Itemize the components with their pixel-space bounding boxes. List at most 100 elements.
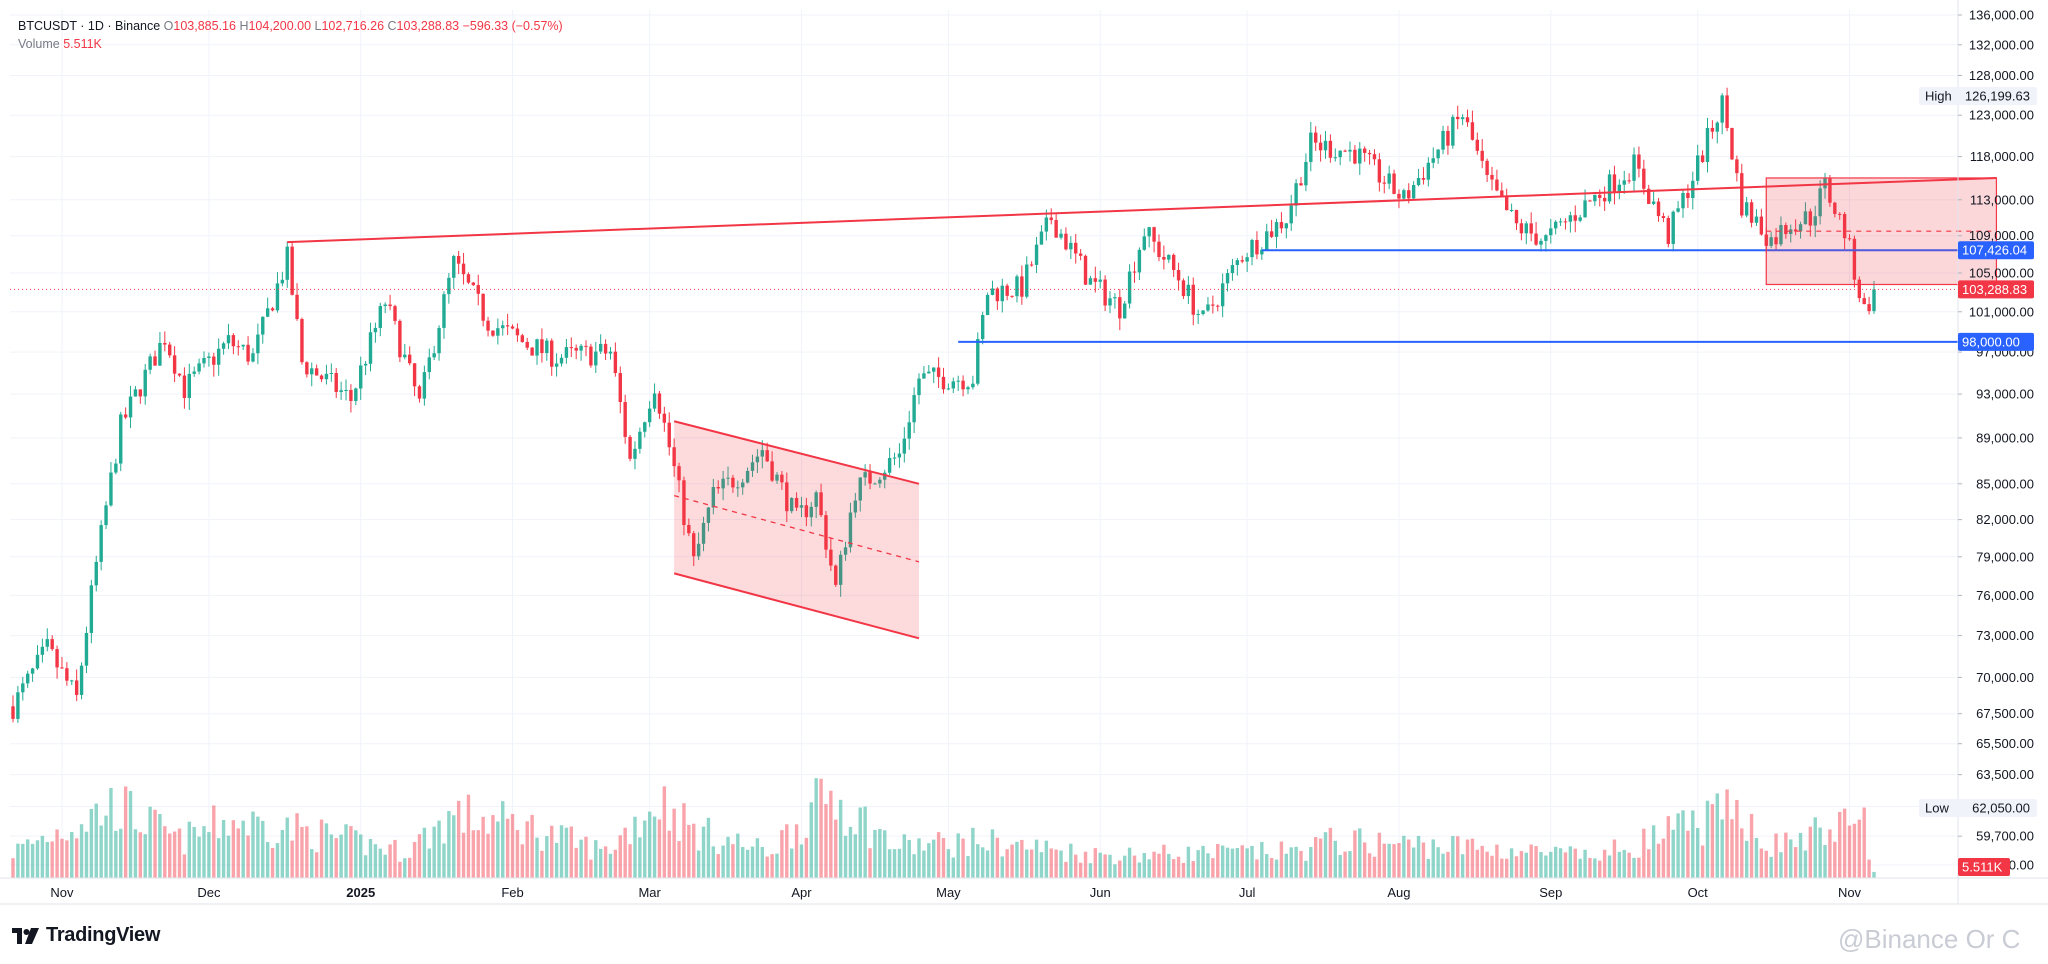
volume-bar — [1573, 848, 1577, 878]
candle — [427, 348, 431, 380]
volume-bar — [246, 835, 250, 878]
candle — [780, 470, 784, 490]
volume-bar — [1039, 852, 1044, 878]
candle-body — [437, 327, 441, 354]
channel-upper-line — [673, 420, 920, 485]
volume-bar — [1225, 847, 1230, 878]
volume-bar — [1847, 825, 1852, 878]
candle — [731, 474, 735, 493]
volume-bar — [1323, 832, 1328, 878]
candle-body — [628, 436, 632, 459]
candle-body — [711, 487, 716, 508]
volume-bar — [608, 853, 613, 878]
candle — [329, 363, 334, 382]
volume-bar — [1568, 846, 1573, 878]
candle-body — [598, 343, 603, 352]
volume-bar — [192, 826, 196, 878]
candle — [344, 379, 348, 401]
candle — [30, 667, 35, 682]
candle-body — [1069, 242, 1073, 250]
candle — [417, 384, 422, 403]
volume-bar — [427, 848, 431, 878]
candle — [452, 254, 456, 289]
candle — [1691, 171, 1695, 210]
candle-body — [1392, 173, 1396, 194]
legend-volume-label[interactable]: Volume — [18, 37, 60, 51]
candle — [501, 320, 505, 336]
candle-body — [1397, 193, 1401, 199]
candle-body — [486, 320, 490, 331]
volume-bar — [1637, 857, 1641, 878]
candle-body — [1049, 217, 1053, 221]
volume-bar — [123, 786, 128, 878]
candle — [1421, 167, 1426, 185]
high-marker: High 126,199.63 — [1919, 87, 2037, 105]
candle — [1196, 309, 1200, 325]
time-tick-label: Sep — [1539, 885, 1562, 900]
volume-bar — [314, 852, 319, 878]
candle — [1686, 184, 1690, 208]
price-tag-label: 5.511K — [1962, 860, 2003, 875]
volume-bar — [344, 824, 348, 878]
candle — [1069, 236, 1073, 260]
volume-bar — [1299, 850, 1303, 878]
candle — [94, 555, 98, 592]
volume-bar — [1181, 862, 1186, 878]
candle — [1167, 254, 1171, 263]
candle-body — [535, 339, 539, 356]
candle-body — [1039, 231, 1044, 245]
candle — [579, 343, 583, 361]
candle-body — [1201, 310, 1205, 314]
candle — [1289, 194, 1293, 231]
volume-bar — [1186, 846, 1191, 878]
volume-bar — [158, 814, 162, 878]
tradingview-logo[interactable]: TradingView — [12, 924, 160, 947]
candle-body — [843, 547, 848, 555]
volume-bar — [1593, 858, 1597, 878]
volume-bar — [1083, 851, 1088, 878]
candle-body — [1808, 211, 1813, 226]
candle — [1108, 291, 1112, 314]
candle-body — [1710, 127, 1715, 132]
candle-body — [927, 371, 931, 374]
candle-body — [1265, 231, 1269, 250]
volume-bar — [1074, 854, 1078, 878]
candle — [1049, 208, 1053, 225]
volume-bar — [633, 816, 637, 878]
candle — [1147, 226, 1151, 248]
volume-bar — [985, 850, 990, 878]
candle-body — [1617, 184, 1622, 193]
candle-body — [270, 308, 275, 311]
volume-bar — [1563, 852, 1568, 878]
volume-bar — [1583, 849, 1587, 878]
volume-bar — [917, 838, 921, 878]
candle — [1353, 145, 1357, 165]
candle-body — [1519, 223, 1524, 234]
legend-symbol[interactable]: BTCUSDT · 1D · Binance — [18, 19, 161, 33]
candle — [447, 272, 451, 304]
candle-body — [1284, 223, 1289, 229]
candle — [1078, 249, 1083, 261]
candle-body — [760, 450, 764, 457]
volume-bar — [559, 825, 564, 878]
volume-bar — [501, 801, 505, 878]
candle — [1514, 209, 1519, 230]
candle-body — [99, 525, 103, 562]
candle — [1485, 158, 1489, 183]
volume-bar — [417, 834, 422, 878]
volume-bar — [1857, 819, 1862, 878]
source-watermark: @Binance Or C — [1838, 924, 2021, 954]
volume-bar — [902, 834, 907, 878]
candle — [1377, 153, 1382, 192]
volume-bar — [398, 861, 402, 878]
volume-bar — [280, 830, 285, 878]
candle — [706, 506, 711, 532]
volume-bar — [775, 853, 779, 878]
volume-bar — [84, 831, 89, 878]
candle-body — [638, 431, 642, 449]
volume-bar — [1632, 857, 1636, 878]
candle-body — [349, 389, 353, 401]
volume-bar — [1798, 832, 1803, 878]
candle — [775, 471, 779, 484]
